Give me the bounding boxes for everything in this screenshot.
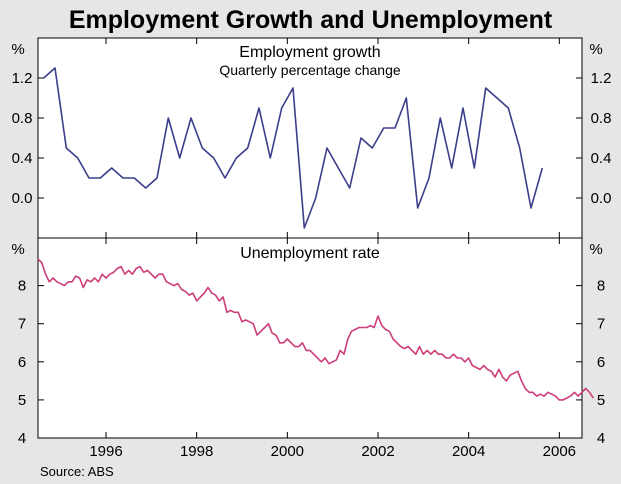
y-tick-label-left: 6 — [18, 354, 26, 371]
y-tick-label-left: 1.2 — [12, 70, 33, 87]
y-tick-label-left: 4 — [18, 430, 26, 447]
y-tick-label-left: 0.0 — [12, 190, 33, 207]
y-tick-label-left: 5 — [18, 392, 26, 409]
growth-panel-subtitle: Quarterly percentage change — [219, 62, 401, 78]
unemployment-panel-title: Unemployment rate — [240, 245, 380, 262]
x-tick-label: 2000 — [271, 443, 304, 460]
series-line-unemployment-rate — [37, 258, 594, 401]
y-tick-label-right: 8 — [597, 278, 605, 295]
y-tick-label-left: 0.4 — [12, 150, 33, 167]
x-tick-label: 1998 — [180, 443, 213, 460]
series-lines — [37, 67, 594, 401]
x-tick-labels: 1996 1998 2000 2002 2004 2006 — [89, 38, 576, 460]
y-tick-label-right: 1.2 — [591, 70, 612, 87]
x-tick-label: 2002 — [361, 443, 394, 460]
y-tick-label-right: 6 — [597, 354, 605, 371]
x-tick-label: 2004 — [452, 443, 485, 460]
x-tick-label: 1996 — [89, 443, 122, 460]
y-tick-label-left: 8 — [18, 278, 26, 295]
y-tick-label-left: 7 — [18, 316, 26, 333]
growth-panel-title: Employment growth — [239, 44, 380, 61]
y-tick-label-right: 0.8 — [591, 110, 612, 127]
unemployment-unit-right: % — [589, 241, 602, 258]
y-tick-label-right: 4 — [597, 430, 605, 447]
unemployment-unit-left: % — [11, 241, 24, 258]
growth-unit-left: % — [11, 41, 24, 58]
y-tick-labels: 1.2 1.2 0.8 0.8 0.4 0.4 0.0 0.0 8 8 7 7 6 6 5 5 4 4 — [12, 70, 612, 447]
y-tick-label-right: 0.4 — [591, 150, 612, 167]
y-tick-label-right: 0.0 — [591, 190, 612, 207]
y-tick-label-right: 7 — [597, 316, 605, 333]
growth-unit-right: % — [589, 41, 602, 58]
y-tick-label-left: 0.8 — [12, 110, 33, 127]
series-line-employment-growth — [43, 67, 544, 229]
source-note: Source: ABS — [40, 464, 114, 479]
x-tick-label: 2006 — [543, 443, 576, 460]
y-tick-label-right: 5 — [597, 392, 605, 409]
chart-title: Employment Growth and Unemployment — [69, 6, 553, 34]
